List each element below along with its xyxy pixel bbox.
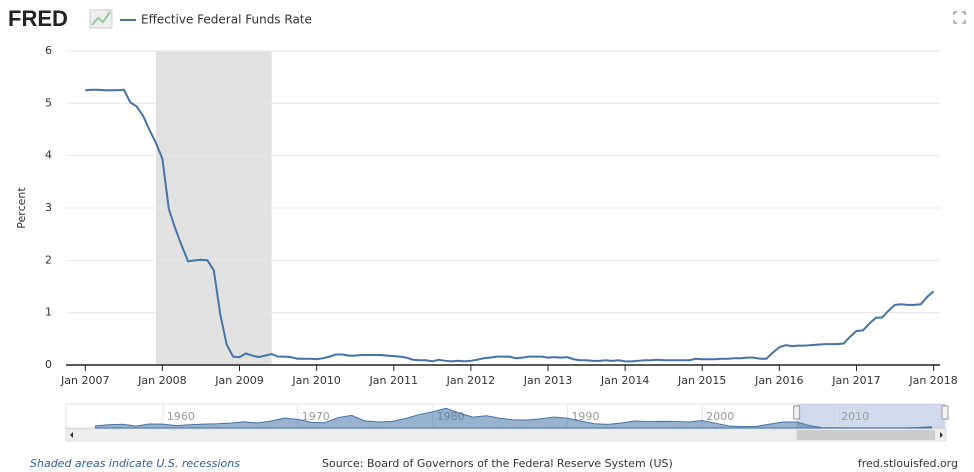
scroll-left[interactable] [70, 432, 73, 438]
legend-label: Effective Federal Funds Rate [141, 13, 312, 27]
y-tick-label: 4 [45, 149, 52, 162]
x-tick-label: Jan 2014 [600, 374, 649, 387]
navigator-handle[interactable] [941, 405, 949, 420]
x-tick-label: Jan 2012 [446, 374, 495, 387]
navigator-selection [796, 404, 945, 428]
y-axis-label: Percent [15, 187, 28, 229]
fullscreen-icon[interactable] [953, 11, 966, 24]
x-tick-label: Jan 2007 [60, 374, 109, 387]
y-tick-label: 0 [45, 358, 52, 371]
navigator-tick-label: 1960 [167, 410, 195, 423]
navigator-tick-label: 1970 [302, 410, 330, 423]
site: fred.stlouisfed.org [858, 457, 958, 470]
logo-icon [89, 9, 113, 29]
scroll-right[interactable] [940, 432, 943, 438]
x-tick-label: Jan 2011 [369, 374, 418, 387]
y-tick-label: 3 [45, 201, 52, 214]
y-tick-label: 1 [45, 306, 52, 319]
navigator-area [94, 407, 933, 429]
y-tick-label: 6 [45, 44, 52, 57]
x-tick-label: Jan 2009 [214, 374, 263, 387]
navigator-tick-label: 1990 [571, 410, 599, 423]
source: Source: Board of Governors of the Federa… [322, 457, 673, 470]
navigator-handle[interactable] [793, 405, 801, 420]
scrollbar[interactable] [65, 428, 947, 442]
x-tick-label: Jan 2010 [291, 374, 340, 387]
x-tick-label: Jan 2013 [523, 374, 572, 387]
logo: FRED [8, 6, 68, 31]
navigator-tick-label: 2000 [706, 410, 734, 423]
x-tick-label: Jan 2016 [754, 374, 803, 387]
x-tick-label: Jan 2008 [137, 374, 186, 387]
x-tick-label: Jan 2017 [831, 374, 880, 387]
x-tick-label: Jan 2018 [908, 374, 957, 387]
scroll-thumb[interactable] [796, 430, 935, 440]
recession-note: Shaded areas indicate U.S. recessions [30, 457, 240, 470]
y-tick-label: 2 [45, 253, 52, 266]
series-line [85, 88, 935, 363]
y-tick-label: 5 [45, 96, 52, 109]
x-tick-label: Jan 2015 [677, 374, 726, 387]
navigator-tick-label: 2010 [841, 410, 869, 423]
